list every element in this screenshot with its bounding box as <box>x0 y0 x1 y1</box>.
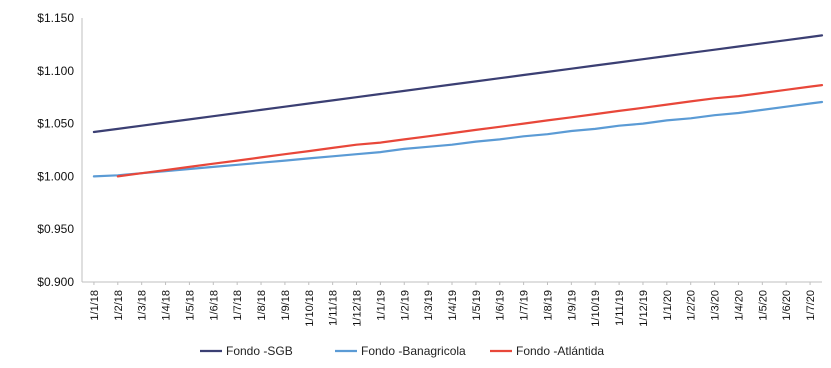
x-tick-label: 1/1/18 <box>89 290 101 321</box>
x-tick-label: 1/10/18 <box>304 290 316 327</box>
series-line-3 <box>116 84 824 178</box>
x-tick-label: 1/7/18 <box>232 290 244 321</box>
x-tick-label: 1/11/18 <box>328 290 340 326</box>
y-tick-label: $0.900 <box>37 275 74 289</box>
legend: Fondo -SGB Fondo -Banagricola Fondo -Atlán… <box>200 344 604 358</box>
x-tick-label: 1/6/18 <box>208 290 220 321</box>
x-tick-label: 1/11/19 <box>614 290 626 326</box>
x-tick-label: 1/5/18 <box>184 290 196 321</box>
legend-label: Fondo -Banagricola <box>361 344 466 358</box>
x-tick-label: 1/9/19 <box>566 290 578 321</box>
x-tick-label: 1/3/20 <box>710 290 722 321</box>
x-tick-label: 1/6/20 <box>781 290 793 321</box>
y-tick-label: $1.000 <box>37 169 74 183</box>
legend-label: Fondo -Atlántida <box>516 344 604 358</box>
series-line-1 <box>92 34 824 134</box>
x-tick-label: 1/1/20 <box>662 290 674 321</box>
y-tick-label: $0.950 <box>37 222 74 236</box>
x-tick-label: 1/12/19 <box>638 290 650 327</box>
x-tick-label: 1/2/18 <box>113 290 125 321</box>
y-tick-label: $1.100 <box>37 64 74 78</box>
x-tick-label: 1/8/19 <box>542 290 554 321</box>
x-tick-label: 1/2/19 <box>399 290 411 321</box>
x-tick-label: 1/3/18 <box>137 290 149 321</box>
x-tick-label: 1/8/18 <box>256 290 268 321</box>
x-tick-label: 1/9/18 <box>280 290 292 321</box>
x-tick-label: 1/4/20 <box>733 290 745 321</box>
x-tick-label: 1/2/20 <box>686 290 698 321</box>
x-tick-label: 1/1/19 <box>375 290 387 321</box>
series-line-2 <box>92 100 824 178</box>
x-tick-label: 1/12/18 <box>352 290 364 327</box>
x-tick-label: 1/5/20 <box>757 290 769 321</box>
x-tick-label: 1/4/18 <box>161 290 173 321</box>
x-tick-label: 1/4/19 <box>447 290 459 321</box>
y-tick-label: $1.150 <box>37 11 74 25</box>
x-tick-label: 1/6/19 <box>495 290 507 321</box>
x-tick-label: 1/3/19 <box>423 290 435 321</box>
y-tick-label: $1.050 <box>37 117 74 131</box>
x-tick-label: 1/5/19 <box>471 290 483 321</box>
legend-label: Fondo -SGB <box>226 344 293 358</box>
x-tick-label: 1/10/19 <box>590 290 602 327</box>
x-tick-label: 1/7/19 <box>519 290 531 321</box>
axes-layer: $0.900 $0.950 $1.000 $1.050 $1.100 $1.150 1/1/… <box>37 11 822 327</box>
x-tick-label: 1/7/20 <box>805 290 817 321</box>
series-layer <box>92 34 824 178</box>
